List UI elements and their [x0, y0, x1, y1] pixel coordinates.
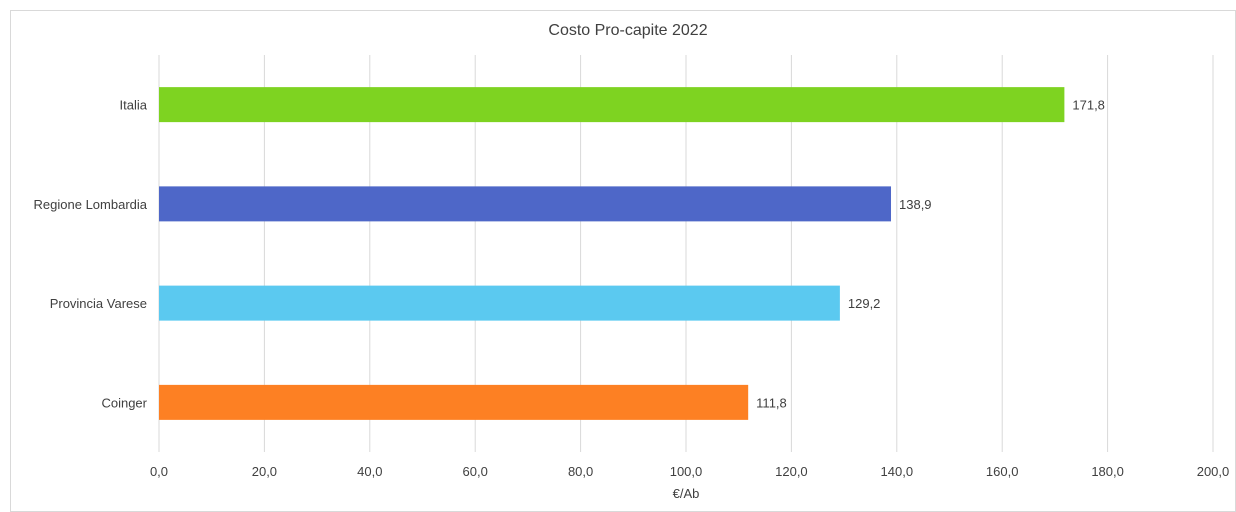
data-label: 171,8 — [1072, 98, 1105, 113]
x-tick-label: 40,0 — [357, 464, 382, 479]
data-labels: 171,8 138,9 129,2 111,8 — [756, 98, 1105, 411]
data-label: 129,2 — [848, 296, 881, 311]
x-tick-label: 0,0 — [150, 464, 168, 479]
x-tick-label: 60,0 — [463, 464, 488, 479]
x-tick-labels: 0,0 20,0 40,0 60,0 80,0 100,0 120,0 140,0 160,0 1… — [150, 464, 1229, 479]
category-label: Provincia Varese — [50, 296, 147, 311]
category-label: Italia — [120, 98, 148, 113]
x-tick-label: 120,0 — [775, 464, 808, 479]
x-tick-label: 80,0 — [568, 464, 593, 479]
bar — [159, 285, 840, 321]
x-tick-label: 160,0 — [986, 464, 1019, 479]
bar — [159, 384, 749, 420]
data-label: 138,9 — [899, 197, 932, 212]
x-tick-label: 20,0 — [252, 464, 277, 479]
x-tick-label: 140,0 — [881, 464, 914, 479]
x-tick-label: 200,0 — [1197, 464, 1230, 479]
chart-title: Costo Pro-capite 2022 — [548, 22, 707, 39]
bar — [159, 87, 1065, 123]
data-label: 111,8 — [756, 395, 787, 410]
x-axis-label: €/Ab — [673, 486, 700, 501]
bar — [159, 186, 892, 222]
category-label: Regione Lombardia — [34, 197, 148, 212]
category-label: Coinger — [101, 395, 147, 410]
bars — [159, 87, 1065, 420]
category-labels: Italia Regione Lombardia Provincia Varese C… — [34, 98, 148, 411]
x-tick-label: 180,0 — [1091, 464, 1124, 479]
x-tick-label: 100,0 — [670, 464, 703, 479]
